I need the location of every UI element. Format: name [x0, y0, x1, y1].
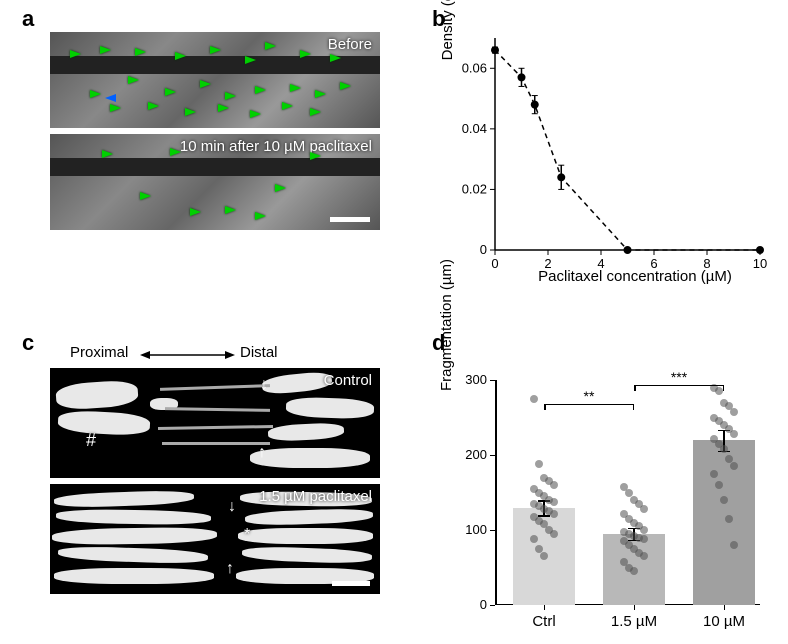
distal-label: Distal: [240, 344, 278, 361]
micrograph-a-before: Before: [50, 32, 380, 128]
proximal-distal-arrow: [140, 348, 235, 362]
scatter-point: [710, 470, 718, 478]
green-arrow: [100, 46, 111, 54]
green-arrow: [110, 104, 121, 112]
micrograph-a-after: 10 min after 10 µM paclitaxel: [50, 134, 380, 230]
svg-text:0: 0: [480, 242, 487, 257]
green-arrow: [250, 110, 261, 118]
green-arrow: [315, 90, 326, 98]
svg-text:0.06: 0.06: [462, 60, 487, 75]
chart-b-xlabel: Paclitaxel concentration (µM): [510, 268, 760, 285]
panel-a-label: a: [22, 6, 34, 32]
chart-d: 0100200300Ctrl1.5 µM10 µM*****: [495, 380, 760, 605]
scatter-point: [640, 535, 648, 543]
svg-text:0: 0: [491, 256, 498, 271]
green-arrow: [225, 206, 236, 214]
scatter-point: [715, 481, 723, 489]
svg-text:0.04: 0.04: [462, 121, 487, 136]
green-arrow: [310, 108, 321, 116]
scatter-point: [640, 526, 648, 534]
scatter-point: [550, 498, 558, 506]
green-arrow: [218, 104, 229, 112]
scatter-point: [730, 408, 738, 416]
white-arrow-c1: ↓: [260, 376, 268, 394]
scatter-point: [530, 395, 538, 403]
green-arrow: [330, 54, 341, 62]
white-arrow-c2: ↑: [258, 444, 266, 462]
ytick-label: 0: [457, 597, 487, 612]
chart-b: 024681000.020.040.06: [460, 20, 770, 280]
sig-label: **: [577, 388, 601, 404]
scatter-point: [535, 460, 543, 468]
scalebar-c: [332, 581, 370, 586]
chart-b-ylabel: Density (comets µm⁻²): [438, 0, 456, 85]
green-arrow: [175, 52, 186, 60]
white-arrow-c3: ↓: [228, 498, 236, 516]
scatter-point: [530, 535, 538, 543]
green-arrow: [135, 48, 146, 56]
ytick-label: 100: [457, 522, 487, 537]
sig-label: ***: [667, 369, 691, 385]
white-arrow-c4: ↑: [226, 560, 234, 578]
green-arrow: [70, 50, 81, 58]
scatter-point: [550, 510, 558, 518]
green-arrow: [102, 150, 113, 158]
scatter-point: [725, 515, 733, 523]
bar-10 µM: [693, 440, 755, 605]
scatter-point: [550, 481, 558, 489]
micrograph-a-after-label: 10 min after 10 µM paclitaxel: [180, 138, 372, 155]
scatter-point: [730, 430, 738, 438]
green-arrow: [140, 192, 151, 200]
green-arrow: [245, 56, 256, 64]
star-mark: *: [244, 526, 250, 544]
proximal-label: Proximal: [70, 344, 128, 361]
scatter-point: [720, 496, 728, 504]
micrograph-c-paclitaxel-label: 1.5 µM paclitaxel: [259, 488, 372, 505]
xtick-label: 10 µM: [693, 613, 755, 630]
green-arrow: [310, 152, 321, 160]
panel-c-label: c: [22, 330, 34, 356]
green-arrow: [200, 80, 211, 88]
green-arrow: [210, 46, 221, 54]
xtick-label: Ctrl: [513, 613, 575, 630]
green-arrow: [170, 148, 181, 156]
micrograph-a-before-label: Before: [328, 36, 372, 53]
micrograph-c-control-label: Control: [324, 372, 372, 389]
scatter-point: [640, 505, 648, 513]
green-arrow: [148, 102, 159, 110]
svg-text:0.02: 0.02: [462, 181, 487, 196]
micrograph-c-control: Control # ↓ ↑: [50, 368, 380, 478]
green-arrow: [282, 102, 293, 110]
green-arrow: [165, 88, 176, 96]
green-arrow: [300, 50, 311, 58]
scatter-point: [720, 445, 728, 453]
ytick-label: 200: [457, 447, 487, 462]
chart-d-ylabel: Fragmentation (µm): [438, 225, 455, 425]
green-arrow: [190, 208, 201, 216]
green-arrow: [255, 212, 266, 220]
scatter-point: [730, 541, 738, 549]
scalebar-a: [330, 217, 370, 222]
green-arrow: [290, 84, 301, 92]
green-arrow: [255, 86, 266, 94]
green-arrow: [265, 42, 276, 50]
ytick-label: 300: [457, 372, 487, 387]
micrograph-c-paclitaxel: 1.5 µM paclitaxel * ↓ ↑: [50, 484, 380, 594]
green-arrow: [225, 92, 236, 100]
scatter-point: [550, 530, 558, 538]
green-arrow: [90, 90, 101, 98]
green-arrow: [128, 76, 139, 84]
hash-mark: #: [86, 430, 96, 451]
xtick-label: 1.5 µM: [603, 613, 665, 630]
green-arrow: [275, 184, 286, 192]
green-arrow: [340, 82, 351, 90]
green-arrow: [185, 108, 196, 116]
blue-arrow: [105, 94, 116, 102]
